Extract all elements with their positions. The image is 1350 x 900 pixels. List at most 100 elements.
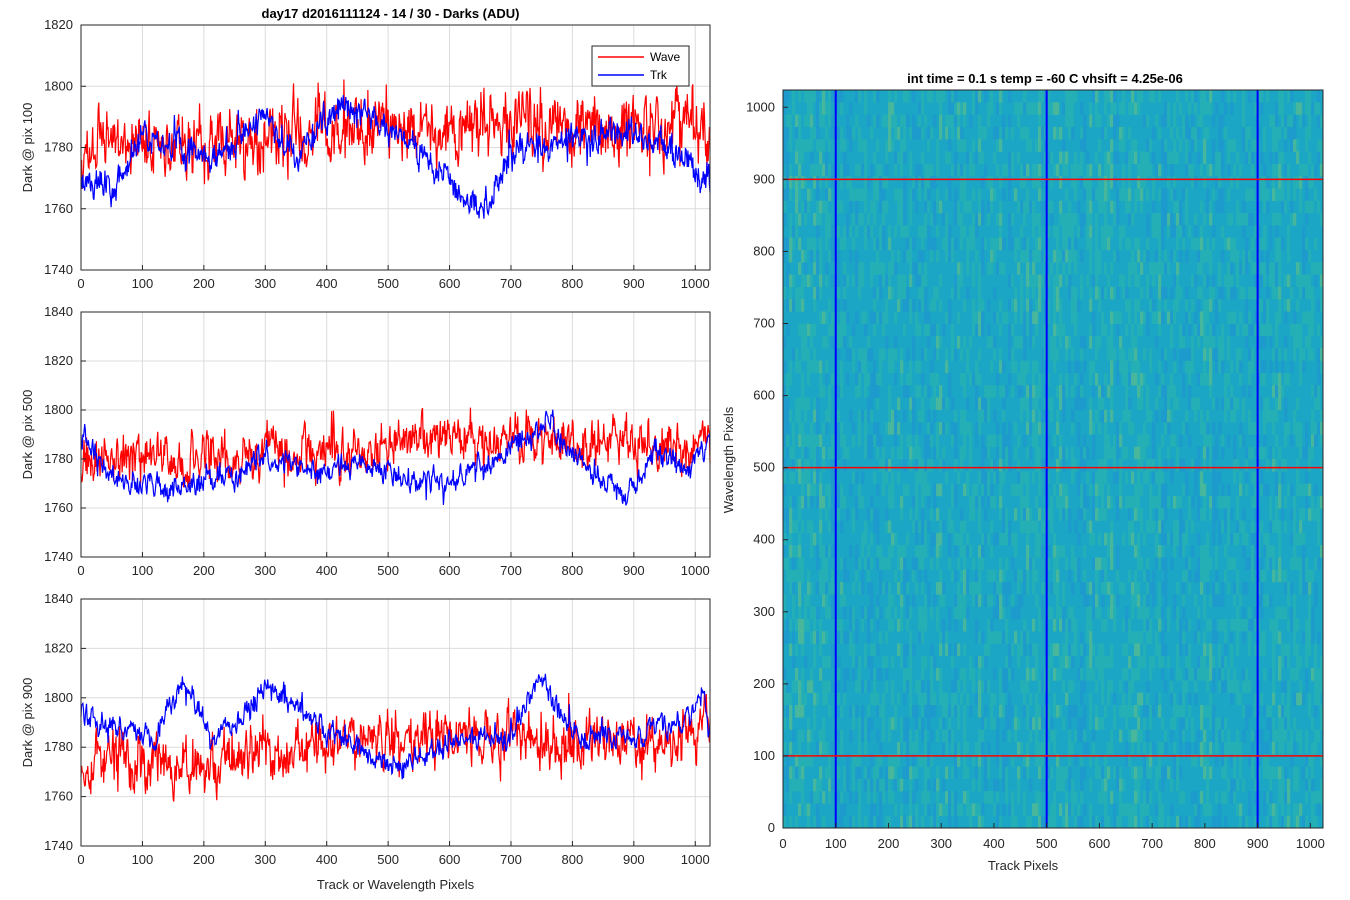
heatmap-cell	[810, 102, 814, 115]
heatmap-cell	[909, 262, 913, 275]
heatmap-cell	[1149, 286, 1153, 300]
heatmap-cell	[1107, 495, 1111, 509]
heatmap-cell	[996, 582, 1000, 595]
heatmap-cell	[798, 508, 802, 521]
heatmap-cell	[1092, 323, 1096, 337]
heatmap-cell	[1083, 643, 1087, 657]
heatmap-cell	[1068, 643, 1072, 657]
heatmap-cell	[1122, 286, 1126, 300]
heatmap-cell	[1140, 262, 1144, 275]
heatmap-cell	[1083, 483, 1087, 497]
heatmap-cell	[1023, 631, 1027, 644]
heatmap-cell	[1152, 274, 1156, 288]
heatmap-cell	[975, 422, 979, 435]
heatmap-cell	[1161, 766, 1165, 780]
heatmap-cell	[831, 520, 835, 534]
heatmap-cell	[924, 569, 928, 583]
heatmap-cell	[1071, 286, 1075, 300]
heatmap-cell	[1122, 582, 1126, 595]
heatmap-cell	[1206, 434, 1210, 447]
heatmap-cell	[1107, 766, 1111, 780]
heatmap-cell	[894, 434, 898, 447]
heatmap-cell	[1038, 139, 1042, 152]
heatmap-cell	[1230, 311, 1234, 324]
heatmap-cell	[1071, 213, 1075, 226]
heatmap-cell	[1245, 815, 1249, 829]
heatmap-cell	[1095, 409, 1099, 423]
heatmap-cell	[1005, 459, 1009, 472]
heatmap-cell	[1227, 532, 1231, 546]
heatmap-cell	[1146, 114, 1150, 128]
heatmap-cell	[897, 249, 901, 263]
heatmap-cell	[999, 606, 1003, 620]
y-tick-label: 1800	[44, 78, 73, 93]
heatmap-cell	[1056, 459, 1060, 472]
heatmap-cell	[1242, 385, 1246, 398]
heatmap-cell	[1017, 594, 1021, 607]
heatmap-cell	[924, 791, 928, 804]
heatmap-cell	[993, 249, 997, 263]
heatmap-cell	[942, 741, 946, 755]
heatmap-cell	[1035, 102, 1039, 115]
heatmap-cell	[831, 778, 835, 792]
heatmap-cell	[981, 495, 985, 509]
heatmap-cell	[807, 139, 811, 152]
heatmap-cell	[1101, 471, 1105, 484]
heatmap-cell	[1104, 618, 1108, 632]
heatmap-cell	[1002, 520, 1006, 534]
heatmap-cell	[966, 582, 970, 595]
heatmap-cell	[1086, 200, 1090, 214]
heatmap-cell	[921, 618, 925, 632]
heatmap-cell	[831, 274, 835, 288]
heatmap-cell	[1113, 471, 1117, 484]
heatmap-cell	[1221, 323, 1225, 337]
heatmap-cell	[864, 729, 868, 743]
heatmap-cell	[1233, 766, 1237, 780]
heatmap-cell	[882, 311, 886, 324]
heatmap-cell	[1065, 815, 1069, 829]
heatmap-cell	[975, 372, 979, 386]
heatmap-cell	[1026, 569, 1030, 583]
heatmap-cell	[1059, 803, 1063, 816]
heatmap-cell	[1209, 643, 1213, 657]
heatmap-cell	[954, 446, 958, 460]
heatmap-cell	[1107, 532, 1111, 546]
heatmap-cell	[882, 446, 886, 460]
heatmap-cell	[963, 606, 967, 620]
heatmap-cell	[933, 655, 937, 669]
heatmap-cell	[1197, 286, 1201, 300]
heatmap-cell	[1161, 311, 1165, 324]
heatmap-cell	[1020, 311, 1024, 324]
heatmap-cell	[1095, 655, 1099, 669]
heatmap-cell	[948, 606, 952, 620]
heatmap-cell	[795, 299, 799, 312]
heatmap-cell	[1128, 569, 1132, 583]
heatmap-cell	[864, 741, 868, 755]
heatmap-cell	[1005, 557, 1009, 570]
heatmap-cell	[1020, 508, 1024, 521]
heatmap-cell	[1176, 766, 1180, 780]
heatmap-cell	[942, 397, 946, 411]
heatmap-cell	[825, 126, 829, 140]
heatmap-cell	[1188, 705, 1192, 718]
heatmap-cell	[1074, 705, 1078, 718]
heatmap-cell	[1206, 643, 1210, 657]
heatmap-cell	[894, 311, 898, 324]
heatmap-cell	[963, 483, 967, 497]
heatmap-cell	[993, 471, 997, 484]
heatmap-cell	[1161, 668, 1165, 681]
heatmap-cell	[990, 569, 994, 583]
heatmap-cell	[1038, 176, 1042, 189]
heatmap-cell	[966, 692, 970, 706]
heatmap-cell	[1221, 151, 1225, 165]
heatmap-cell	[879, 778, 883, 792]
heatmap-cell	[921, 692, 925, 706]
heatmap-cell	[819, 200, 823, 214]
heatmap-cell	[882, 692, 886, 706]
heatmap-cell	[1047, 508, 1051, 521]
heatmap-cell	[942, 237, 946, 251]
heatmap-cell	[828, 397, 832, 411]
heatmap-cell	[879, 262, 883, 275]
heatmap-cell	[1278, 311, 1282, 324]
heatmap-cell	[972, 262, 976, 275]
